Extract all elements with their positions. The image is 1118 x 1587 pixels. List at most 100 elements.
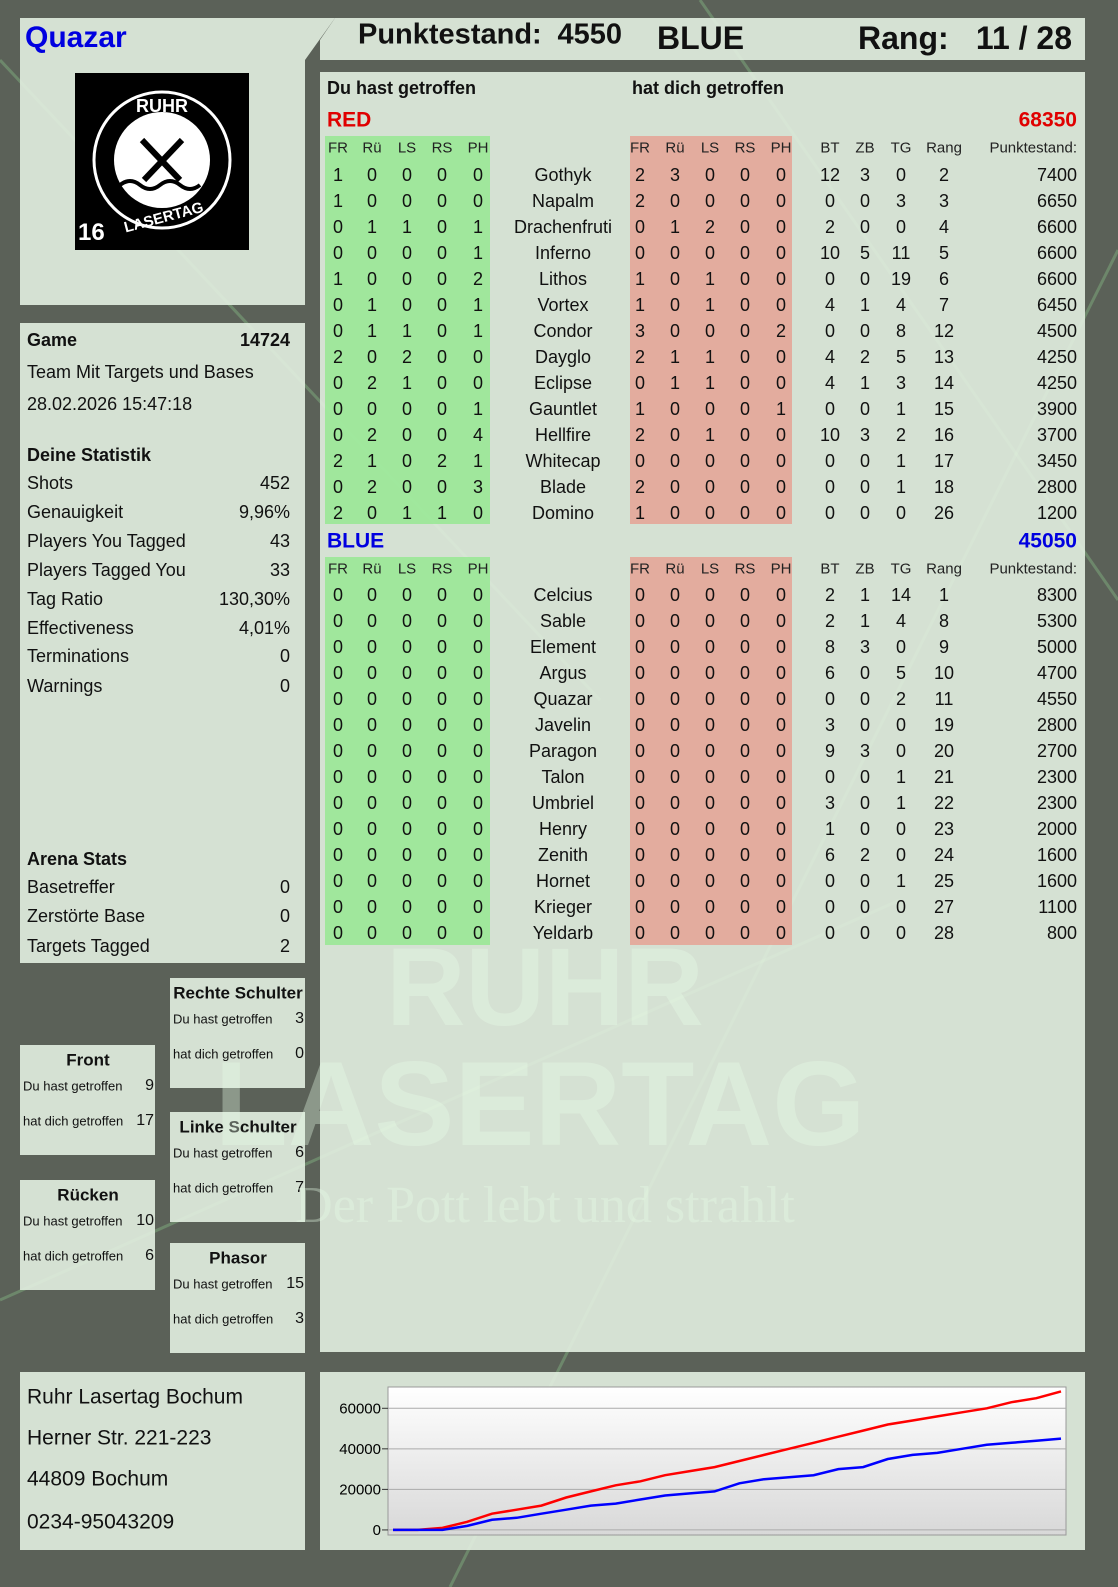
team: BLUE	[657, 20, 745, 56]
table-cell: 1200	[1036, 503, 1077, 523]
table-cell: 2	[824, 585, 836, 605]
stat-label: Shots	[27, 473, 74, 493]
player-name: Henry	[538, 819, 588, 839]
table-cell: 0	[739, 663, 751, 683]
table-cell: 3	[895, 373, 907, 393]
table-cell: 14	[933, 373, 955, 393]
table-cell: 0	[472, 897, 484, 917]
table-cell: 0	[704, 451, 716, 471]
table-cell: 0	[669, 689, 681, 709]
rank-label: Rang:	[858, 20, 949, 56]
table-cell: 0	[472, 347, 484, 367]
score-label: Punktestand:	[358, 18, 542, 51]
table-cell: 0	[332, 741, 344, 761]
table-cell: 1	[332, 269, 344, 289]
table-cell: 3	[859, 165, 871, 185]
table-cell: 1	[332, 191, 344, 211]
zone-value: 6	[295, 1144, 304, 1161]
table-cell: 0	[895, 897, 907, 917]
table-cell: 0	[859, 923, 871, 943]
zone-label: hat dich getroffen	[173, 1046, 274, 1062]
column-header: PH	[770, 139, 792, 157]
table-cell: 0	[739, 295, 751, 315]
table-cell: 0	[775, 767, 787, 787]
player-name: Blade	[539, 477, 587, 497]
table-cell: 0	[775, 715, 787, 735]
table-cell: 0	[704, 503, 716, 523]
table-cell: 1	[472, 243, 484, 263]
table-cell: 0	[895, 217, 907, 237]
table-cell: 0	[824, 767, 836, 787]
table-cell: 1	[775, 399, 787, 419]
table-cell: 0	[669, 399, 681, 419]
table-cell: 0	[436, 871, 448, 891]
table-cell: 1	[472, 321, 484, 341]
table-cell: 0	[472, 871, 484, 891]
section-title: Arena Stats	[27, 849, 128, 869]
table-cell: 5000	[1036, 637, 1077, 657]
stat-value: 2	[279, 936, 290, 956]
table-cell: 10	[933, 663, 955, 683]
hit-columns	[325, 136, 792, 945]
zone-label: Du hast getroffen	[173, 1276, 273, 1292]
table-cell: 0	[739, 165, 751, 185]
table-cell: 0	[436, 637, 448, 657]
table-cell: 0	[634, 845, 646, 865]
table-cell: 0	[366, 793, 378, 813]
table-cell: 0	[824, 503, 836, 523]
table-cell: 0	[332, 897, 344, 917]
stat-value: 0	[279, 676, 290, 696]
table-cell: 2	[332, 347, 344, 367]
table-cell: 1	[895, 399, 907, 419]
table-cell: 2	[366, 373, 378, 393]
table-cell: 0	[436, 715, 448, 735]
table-cell: 3450	[1036, 451, 1077, 471]
table-cell: 0	[859, 689, 871, 709]
table-cell: 0	[634, 689, 646, 709]
table-cell: 10	[819, 425, 841, 445]
table-cell: 0	[436, 399, 448, 419]
table-cell: 1	[401, 373, 413, 393]
table-cell: 0	[366, 399, 378, 419]
table-cell: 0	[436, 923, 448, 943]
table-cell: 0	[704, 637, 716, 657]
column-header: Rü	[362, 560, 382, 578]
table-cell: 0	[859, 191, 871, 211]
table-cell: 0	[704, 191, 716, 211]
table-cell: 0	[472, 191, 484, 211]
table-cell: 3	[859, 637, 871, 657]
table-cell: 0	[739, 637, 751, 657]
table-cell: 0	[704, 611, 716, 631]
table-cell: 0	[739, 897, 751, 917]
table-cell: 15	[933, 399, 955, 419]
table-cell: 0	[739, 243, 751, 263]
table-cell: 1	[634, 295, 646, 315]
table-cell: 0	[739, 793, 751, 813]
player-name: Talon	[541, 767, 585, 787]
table-cell: 0	[472, 689, 484, 709]
table-cell: 0	[436, 819, 448, 839]
table-cell: 2	[859, 845, 871, 865]
table-cell: 0	[775, 373, 787, 393]
address-line: Ruhr Lasertag Bochum	[27, 1385, 243, 1409]
zone-value: 3	[295, 1310, 304, 1327]
player-name: Javelin	[534, 715, 592, 735]
table-cell: 0	[634, 897, 646, 917]
table-cell: 0	[895, 165, 907, 185]
table-cell: 1	[472, 217, 484, 237]
player-name: Vortex	[537, 295, 589, 315]
table-cell: 28	[933, 923, 955, 943]
table-cell: 2	[938, 165, 950, 185]
table-cell: 1	[332, 165, 344, 185]
column-header: TG	[890, 139, 912, 157]
table-cell: 5300	[1036, 611, 1077, 631]
zone-label: Du hast getroffen	[23, 1213, 123, 1229]
table-cell: 7400	[1036, 165, 1077, 185]
table-cell: 1	[859, 611, 871, 631]
table-cell: 0	[669, 793, 681, 813]
table-cell: 0	[704, 871, 716, 891]
table-cell: 6	[824, 845, 836, 865]
zone-value: 3	[295, 1010, 304, 1027]
column-header: Rang	[926, 139, 962, 157]
table-cell: 0	[859, 399, 871, 419]
